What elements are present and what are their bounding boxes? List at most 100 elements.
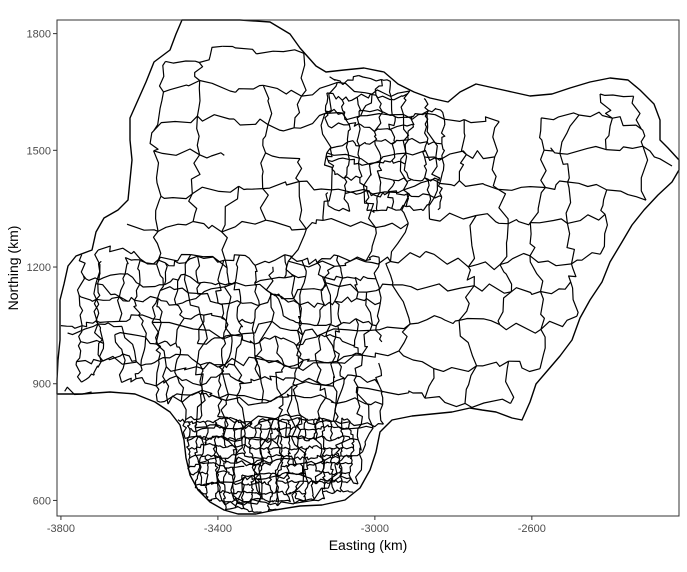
district-boundary: [310, 480, 314, 492]
district-boundary: [233, 440, 237, 447]
district-boundary: [303, 358, 317, 362]
district-boundary: [497, 291, 512, 325]
district-boundary: [139, 259, 166, 265]
district-boundary: [195, 443, 206, 449]
district-boundary: [208, 497, 217, 502]
district-boundary: [539, 329, 546, 369]
district-boundary: [187, 448, 191, 459]
district-boundary: [355, 454, 363, 485]
district-boundary: [499, 223, 509, 265]
district-boundary: [342, 74, 359, 86]
district-boundary: [354, 353, 363, 377]
district-boundary: [508, 360, 541, 373]
district-boundary: [276, 427, 291, 431]
district-boundary: [411, 177, 426, 182]
district-boundary: [297, 435, 317, 441]
x-axis: -3800 -3400 -3000 -2600: [47, 516, 546, 535]
district-boundary: [385, 260, 394, 286]
district-boundary: [428, 107, 441, 113]
district-boundary: [578, 111, 613, 119]
district-boundary: [389, 190, 408, 196]
district-boundary: [322, 471, 332, 475]
district-boundary: [402, 114, 410, 154]
district-boundary: [321, 483, 326, 492]
district-boundaries: [60, 45, 673, 513]
district-boundary: [375, 94, 384, 113]
district-boundary: [204, 456, 210, 464]
district-boundary: [458, 285, 475, 321]
district-boundary: [276, 429, 282, 437]
district-boundary: [458, 320, 478, 367]
district-boundary: [403, 164, 412, 181]
district-boundary: [322, 454, 333, 457]
district-boundary: [176, 375, 201, 386]
district-boundary: [347, 472, 351, 482]
district-boundary: [326, 328, 371, 333]
district-boundary: [342, 446, 354, 450]
district-boundary: [197, 255, 224, 263]
district-boundary: [321, 435, 332, 442]
district-boundary: [165, 60, 200, 64]
district-boundary: [224, 454, 234, 460]
district-boundary: [239, 421, 244, 428]
district-boundary: [251, 457, 255, 466]
district-boundary: [304, 482, 309, 494]
district-boundary: [204, 422, 209, 429]
district-boundary: [254, 357, 264, 403]
district-boundary: [140, 337, 147, 366]
district-boundary: [374, 138, 396, 145]
district-boundary: [541, 112, 580, 121]
district-boundary: [356, 424, 362, 440]
district-boundary: [262, 85, 273, 125]
district-boundary: [294, 456, 306, 461]
district-boundary: [177, 418, 189, 423]
district-boundary: [242, 444, 246, 455]
district-boundary: [325, 397, 338, 404]
district-boundary: [374, 128, 390, 132]
district-boundary: [244, 435, 247, 445]
district-boundary: [390, 99, 396, 118]
district-boundary: [288, 435, 291, 449]
district-boundary: [253, 304, 260, 323]
district-boundary: [313, 420, 317, 431]
district-boundary: [155, 343, 162, 360]
district-boundary: [540, 149, 547, 188]
district-boundary: [76, 275, 85, 296]
district-boundary: [330, 421, 333, 427]
district-boundary: [360, 113, 404, 117]
district-boundary: [156, 264, 164, 291]
y-tick-label: 1500: [27, 145, 51, 157]
district-boundary: [325, 331, 336, 364]
district-boundary: [118, 296, 135, 302]
district-boundary: [299, 180, 332, 191]
district-boundary: [304, 472, 309, 483]
district-boundary: [259, 188, 269, 221]
district-boundary: [300, 415, 316, 426]
y-tick-label: 1200: [27, 262, 51, 274]
district-boundary: [275, 490, 279, 502]
district-boundary: [422, 194, 432, 211]
district-boundary: [600, 189, 608, 215]
district-boundary: [275, 475, 280, 507]
district-boundary: [160, 393, 183, 403]
district-boundary: [408, 390, 426, 399]
district-boundary: [238, 185, 263, 191]
district-boundary: [236, 302, 242, 323]
district-boundary: [248, 439, 252, 450]
district-boundary: [76, 358, 102, 365]
district-boundary: [213, 444, 227, 449]
district-boundary: [223, 457, 227, 467]
district-boundary: [221, 186, 240, 233]
district-boundary: [252, 491, 262, 496]
y-tick-label: 600: [33, 495, 51, 507]
district-boundary: [270, 429, 273, 440]
district-boundary: [295, 498, 305, 502]
district-boundary: [345, 141, 350, 160]
district-boundary: [358, 109, 383, 113]
district-boundary: [199, 152, 225, 159]
district-boundary: [284, 254, 303, 262]
district-boundary: [436, 180, 460, 187]
district-boundary: [499, 252, 531, 266]
district-boundary: [321, 455, 325, 464]
district-boundary: [355, 318, 377, 327]
